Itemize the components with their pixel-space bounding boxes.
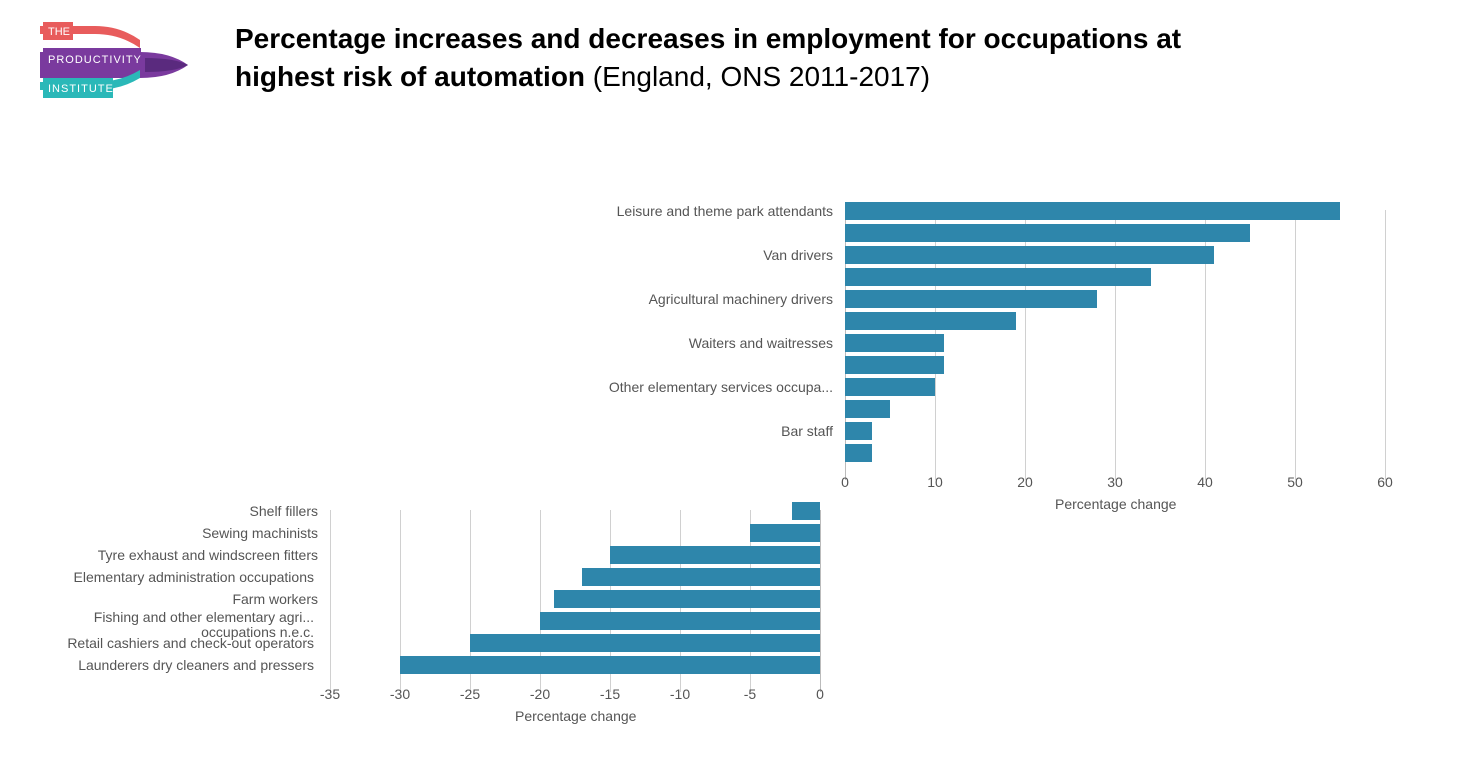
bar-label: Launderers dry cleaners and pressers [20,656,320,674]
bar-label: Sewing machinists [20,524,324,542]
gridline [820,510,821,692]
axis-tick-label: 10 [927,474,943,490]
bar-label: Tyre exhaust and windscreen fitters [20,546,324,564]
bar [610,546,820,564]
bar [750,524,820,542]
bar-row: Bar staff [545,422,1385,440]
bar [845,356,944,374]
x-axis-title: Percentage change [1055,496,1176,512]
decreases-bar-chart: -35 -30 -25 -20 -15 -10 -5 0 Shelf fillers Sewing… [20,500,850,732]
bar [845,312,1016,330]
bar-label: Farm workers [20,590,324,608]
increases-bar-chart: 0 10 20 30 40 50 60 Leisure and theme park atte… [545,200,1415,520]
bar-row: Retail cashiers and check-out operators [20,634,820,652]
bar-row [545,356,1385,374]
bar-label: Other elementary services occupa... [545,378,839,396]
bar-label: Elementary administration occupations [20,568,320,586]
bar [845,202,1340,220]
bar [470,634,820,652]
chart-title: Percentage increases and decreases in em… [235,20,1235,96]
bar [792,502,820,520]
bar-row [545,268,1385,286]
bar [400,656,820,674]
bar [845,224,1250,242]
svg-text:INSTITUTE: INSTITUTE [48,83,114,95]
axis-tick-label: 0 [816,686,824,702]
bar-row: Waiters and waitresses [545,334,1385,352]
bar-row: Shelf fillers [20,502,820,520]
bar [845,378,935,396]
bar-label: Shelf fillers [20,502,324,520]
axis-tick-label: 30 [1107,474,1123,490]
axis-tick-label: 20 [1017,474,1033,490]
bar-label: Retail cashiers and check-out operators [20,634,320,652]
title-light-part: (England, ONS 2011-2017) [585,61,930,92]
bar-row: Farm workers [20,590,820,608]
axis-tick-label: 50 [1287,474,1303,490]
bar [845,400,890,418]
x-axis-title: Percentage change [515,708,636,724]
axis-tick-label: -15 [600,686,620,702]
svg-text:PRODUCTIVITY: PRODUCTIVITY [48,54,142,66]
bar-row: Elementary administration occupations [20,568,820,586]
bar-row [545,312,1385,330]
bar-label: Leisure and theme park attendants [545,202,839,220]
axis-tick-label: -30 [390,686,410,702]
bar [582,568,820,586]
bar-row: Fishing and other elementary agri... occ… [20,612,820,630]
bar-label: Bar staff [545,422,839,440]
bar [845,290,1097,308]
bar-row: Sewing machinists [20,524,820,542]
svg-text:THE: THE [48,26,70,38]
bar-row: Other elementary services occupa... [545,378,1385,396]
bar-row: Tyre exhaust and windscreen fitters [20,546,820,564]
axis-tick-label: -35 [320,686,340,702]
bar [845,246,1214,264]
axis-tick-label: 0 [841,474,849,490]
axis-tick-label: -20 [530,686,550,702]
axis-tick-label: -25 [460,686,480,702]
productivity-institute-logo: THE PRODUCTIVITY INSTITUTE [40,20,190,110]
bar [845,268,1151,286]
bar-label: Waiters and waitresses [545,334,839,352]
bar-row: Leisure and theme park attendants [545,202,1385,220]
axis-tick-label: 40 [1197,474,1213,490]
bar [845,444,872,462]
bar [540,612,820,630]
bar-label: Agricultural machinery drivers [545,290,839,308]
axis-tick-label: -10 [670,686,690,702]
bar-row [545,224,1385,242]
bar-row [545,400,1385,418]
bar-row: Launderers dry cleaners and pressers [20,656,820,674]
axis-tick-label: 60 [1377,474,1393,490]
bar [845,334,944,352]
gridline [1385,210,1386,480]
bar [845,422,872,440]
bar-row [545,444,1385,462]
bar-row: Van drivers [545,246,1385,264]
bar-row: Agricultural machinery drivers [545,290,1385,308]
bar-label: Van drivers [545,246,839,264]
bar [554,590,820,608]
axis-tick-label: -5 [744,686,756,702]
